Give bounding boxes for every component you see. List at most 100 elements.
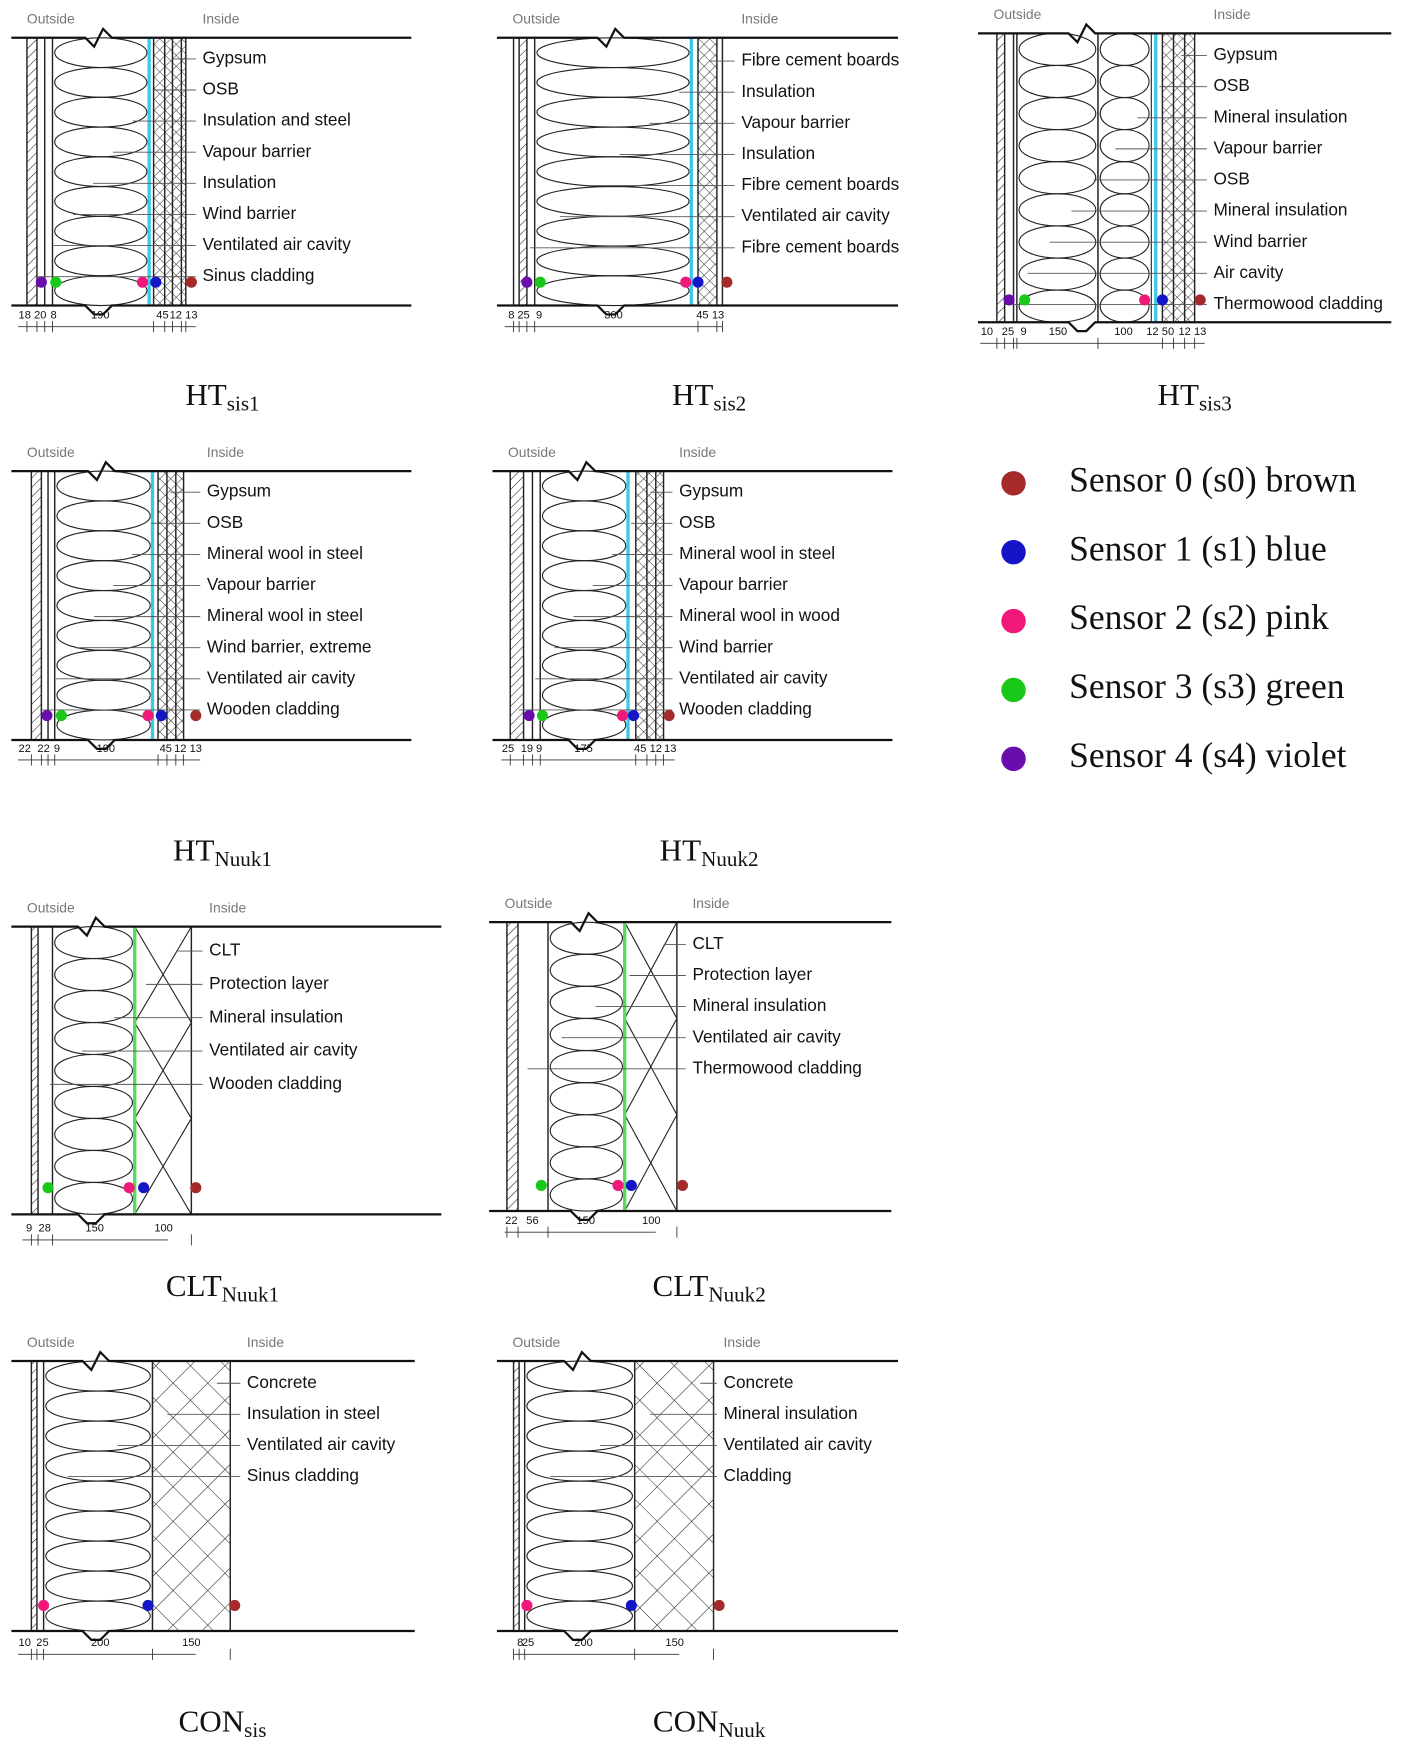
outside-label: Outside [27, 900, 75, 916]
legend-dot [1001, 540, 1025, 564]
layer-label: Mineral wool in steel [679, 543, 835, 563]
caption-main: HT [1157, 377, 1198, 412]
outer-hatch [507, 922, 518, 1211]
outside-label: Outside [27, 1334, 75, 1350]
layer-label: Protection layer [692, 964, 812, 984]
layer-label: Insulation in steel [247, 1403, 380, 1423]
sensor-dot [626, 1180, 637, 1191]
insulation-loop [57, 471, 150, 501]
layer-label: Air cavity [1214, 262, 1284, 282]
dimension-label: 22 [505, 1215, 517, 1227]
dimension-label: 22 [37, 743, 49, 755]
clt-cross [135, 1023, 192, 1119]
insulation-loop [550, 1179, 622, 1211]
dimension-label: 25 [1002, 326, 1014, 338]
dimension-label: 9 [54, 743, 60, 755]
sensor-dot [42, 1182, 53, 1193]
insulation-loop [55, 959, 133, 991]
insulation-loop [527, 1361, 633, 1391]
insulation-loop [550, 1147, 622, 1179]
legend-label: Sensor 2 (s2) pink [1069, 597, 1329, 637]
layer-label: Ventilated air cavity [207, 667, 356, 687]
layer-label: CLT [209, 940, 241, 960]
sensor-dot [38, 1600, 49, 1611]
sensor-dot [36, 277, 47, 288]
caption-sub: Nuuk [719, 1718, 766, 1741]
boundary-line [489, 913, 891, 931]
insulation-loop [1100, 194, 1149, 226]
dimension-label: 56 [526, 1215, 538, 1227]
caption: CONNuuk [653, 1703, 766, 1741]
insulation-loop [46, 1391, 150, 1421]
dimension-label: 300 [604, 309, 623, 321]
outside-label: Outside [27, 444, 75, 460]
legend-label: Sensor 1 (s1) blue [1069, 528, 1327, 568]
dimension-label: 25 [522, 1637, 534, 1649]
outside-label: Outside [512, 1334, 560, 1350]
inside-label: Inside [207, 444, 244, 460]
insulation-loop [527, 1481, 633, 1511]
insulation-loop [537, 38, 689, 68]
layer-label: Vapour barrier [679, 574, 788, 594]
sensor-dot [680, 277, 691, 288]
insulation-loop [57, 650, 150, 680]
dimension-label: 13 [1194, 326, 1206, 338]
caption-sub: Nuuk2 [708, 1282, 765, 1306]
layer-label: Vapour barrier [741, 112, 850, 132]
insulation-loop [527, 1391, 633, 1421]
insulation-loop [542, 501, 625, 531]
caption-sub: sis [244, 1718, 266, 1741]
boundary-line [11, 740, 411, 749]
layer-label: Sinus cladding [202, 265, 314, 285]
insulation-loop [527, 1571, 633, 1601]
insulation-loop [550, 1115, 622, 1147]
dimension-label: 175 [574, 743, 593, 755]
dimension-label: 22 [19, 743, 31, 755]
outer-hatch [31, 927, 38, 1215]
layer-label: Insulation [741, 143, 815, 163]
insulation-loop [550, 1018, 622, 1050]
layer-label: Wind barrier, extreme [207, 636, 372, 656]
layer-label: Gypsum [202, 47, 266, 67]
insulation-loop [537, 187, 689, 217]
sensor-dot [1004, 294, 1015, 305]
sensor-dot [1195, 294, 1206, 305]
sensor-dot [41, 710, 52, 721]
dimension-label: 100 [154, 1223, 173, 1235]
caption-sub: Nuuk1 [222, 1282, 279, 1306]
dimension-label: 100 [642, 1215, 661, 1227]
dimension-label: 13 [185, 309, 197, 321]
sensor-dot [1019, 294, 1030, 305]
sensor-dot [677, 1180, 688, 1191]
insulation-loop [542, 620, 625, 650]
insulation-loop [542, 531, 625, 561]
dimension-label: 8 [51, 309, 57, 321]
wall-panel: OutsideInsideGypsumOSBMineral wool in st… [492, 444, 892, 871]
insulation-loop [1019, 290, 1096, 322]
insulation-loop [537, 216, 689, 246]
insulation-loop [1019, 98, 1096, 130]
layer-label: Wooden cladding [207, 699, 340, 719]
boundary-line [489, 1211, 891, 1220]
inner-hatch [1162, 33, 1194, 322]
sensor-dot [156, 710, 167, 721]
sensor-dot [524, 710, 535, 721]
caption-sub: sis2 [713, 391, 746, 415]
boundary-line [492, 740, 892, 749]
insulation-loop [46, 1421, 150, 1451]
sensor-dot [124, 1182, 135, 1193]
insulation-loop [46, 1361, 150, 1391]
sensor-dot [626, 1600, 637, 1611]
sensor-dot [56, 710, 67, 721]
wall-panel: OutsideInsideFibre cement boardsInsulati… [497, 11, 899, 416]
dimension-label: 12 [1146, 326, 1158, 338]
caption-main: CON [179, 1703, 245, 1738]
dimension-label: 19 [521, 743, 533, 755]
sensor-dot [628, 710, 639, 721]
sensor-dot [692, 277, 703, 288]
insulation-loop [542, 591, 625, 621]
layer-label: Ventilated air cavity [741, 205, 890, 225]
outer-hatch [31, 1361, 37, 1631]
inside-label: Inside [202, 11, 239, 27]
